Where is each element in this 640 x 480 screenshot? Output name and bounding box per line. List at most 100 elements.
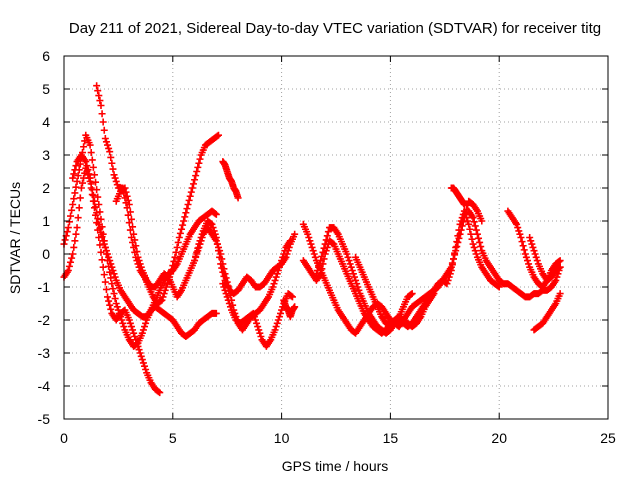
data-point xyxy=(125,316,133,324)
data-point xyxy=(407,290,415,298)
data-point xyxy=(123,192,131,200)
data-point xyxy=(354,283,362,291)
data-point xyxy=(109,267,117,274)
data-point xyxy=(89,163,97,171)
data-point xyxy=(207,219,215,227)
data-point xyxy=(519,242,527,250)
tick-labels: 0 5 10 15 20 25 -5 -4 -3 -2 -1 0 1 2 3 4 5 6 xyxy=(38,48,616,446)
data-point xyxy=(141,362,149,370)
data-point xyxy=(105,253,113,261)
data-point xyxy=(454,238,462,246)
data-point xyxy=(350,273,358,281)
data-point xyxy=(277,260,285,268)
data-point xyxy=(97,215,105,223)
data-point xyxy=(286,237,294,245)
data-point xyxy=(344,253,352,261)
data-point xyxy=(95,92,103,100)
data-point xyxy=(106,257,114,265)
data-point xyxy=(408,290,416,298)
data-point xyxy=(67,212,75,220)
data-point xyxy=(194,163,202,171)
data-point xyxy=(184,201,192,208)
data-point xyxy=(196,240,204,248)
data-point xyxy=(95,220,103,228)
data-point xyxy=(73,177,81,185)
data-point xyxy=(72,162,80,170)
data-point xyxy=(348,267,356,274)
data-point xyxy=(76,194,84,202)
data-point xyxy=(319,248,327,256)
x-tick-label: 25 xyxy=(600,430,616,446)
data-point xyxy=(470,243,478,251)
data-point xyxy=(130,230,138,238)
data-point xyxy=(521,250,529,258)
data-point xyxy=(321,240,329,248)
data-point xyxy=(216,247,224,255)
data-point xyxy=(102,138,110,146)
data-point xyxy=(353,280,361,288)
data-point xyxy=(291,303,299,311)
data-point xyxy=(98,256,106,264)
series-arc-12 xyxy=(312,224,416,337)
data-point xyxy=(96,97,104,105)
data-point xyxy=(74,172,82,180)
data-point xyxy=(75,204,83,212)
y-tick-label: 5 xyxy=(42,81,50,97)
data-point xyxy=(162,283,170,291)
data-point xyxy=(472,226,480,234)
data-point xyxy=(84,166,92,174)
data-point xyxy=(445,273,453,281)
data-point xyxy=(275,313,283,321)
data-point xyxy=(221,286,229,294)
data-point xyxy=(172,248,180,256)
data-point xyxy=(251,316,259,324)
data-point xyxy=(101,135,109,142)
data-point xyxy=(214,131,222,139)
data-point xyxy=(193,168,201,175)
data-point xyxy=(156,389,164,397)
data-point xyxy=(87,149,95,157)
data-point xyxy=(72,230,80,238)
series-arc-1 xyxy=(60,164,164,397)
data-point xyxy=(133,248,141,256)
data-point xyxy=(107,274,115,282)
data-point xyxy=(220,283,228,291)
data-point xyxy=(273,270,281,278)
data-point xyxy=(104,141,112,149)
data-point xyxy=(477,243,485,251)
data-point xyxy=(322,236,330,244)
data-point xyxy=(109,165,117,173)
data-point xyxy=(65,262,73,270)
x-tick-label: 15 xyxy=(383,430,399,446)
data-point xyxy=(451,249,459,257)
data-point xyxy=(67,258,75,266)
data-point xyxy=(176,229,184,237)
data-point xyxy=(306,237,314,245)
data-point xyxy=(105,297,113,305)
data-point xyxy=(556,290,564,298)
data-point xyxy=(131,236,139,244)
data-point xyxy=(556,263,564,271)
data-point xyxy=(131,333,139,340)
data-point xyxy=(278,306,286,314)
data-point xyxy=(107,305,115,313)
data-point xyxy=(444,276,452,284)
data-point xyxy=(475,234,483,242)
data-point xyxy=(349,270,357,278)
data-point xyxy=(120,323,128,331)
data-point xyxy=(273,319,281,327)
series-arc-4 xyxy=(69,151,220,321)
data-point xyxy=(108,280,116,288)
data-point xyxy=(179,221,187,229)
data-point xyxy=(138,356,146,364)
data-point xyxy=(347,263,355,271)
data-point xyxy=(119,319,127,327)
data-point xyxy=(78,179,86,187)
data-point xyxy=(90,171,98,179)
data-point xyxy=(88,186,96,194)
data-point xyxy=(195,243,203,251)
data-point xyxy=(515,227,523,235)
data-point xyxy=(121,184,129,192)
data-point xyxy=(529,243,537,251)
data-point xyxy=(223,293,231,301)
